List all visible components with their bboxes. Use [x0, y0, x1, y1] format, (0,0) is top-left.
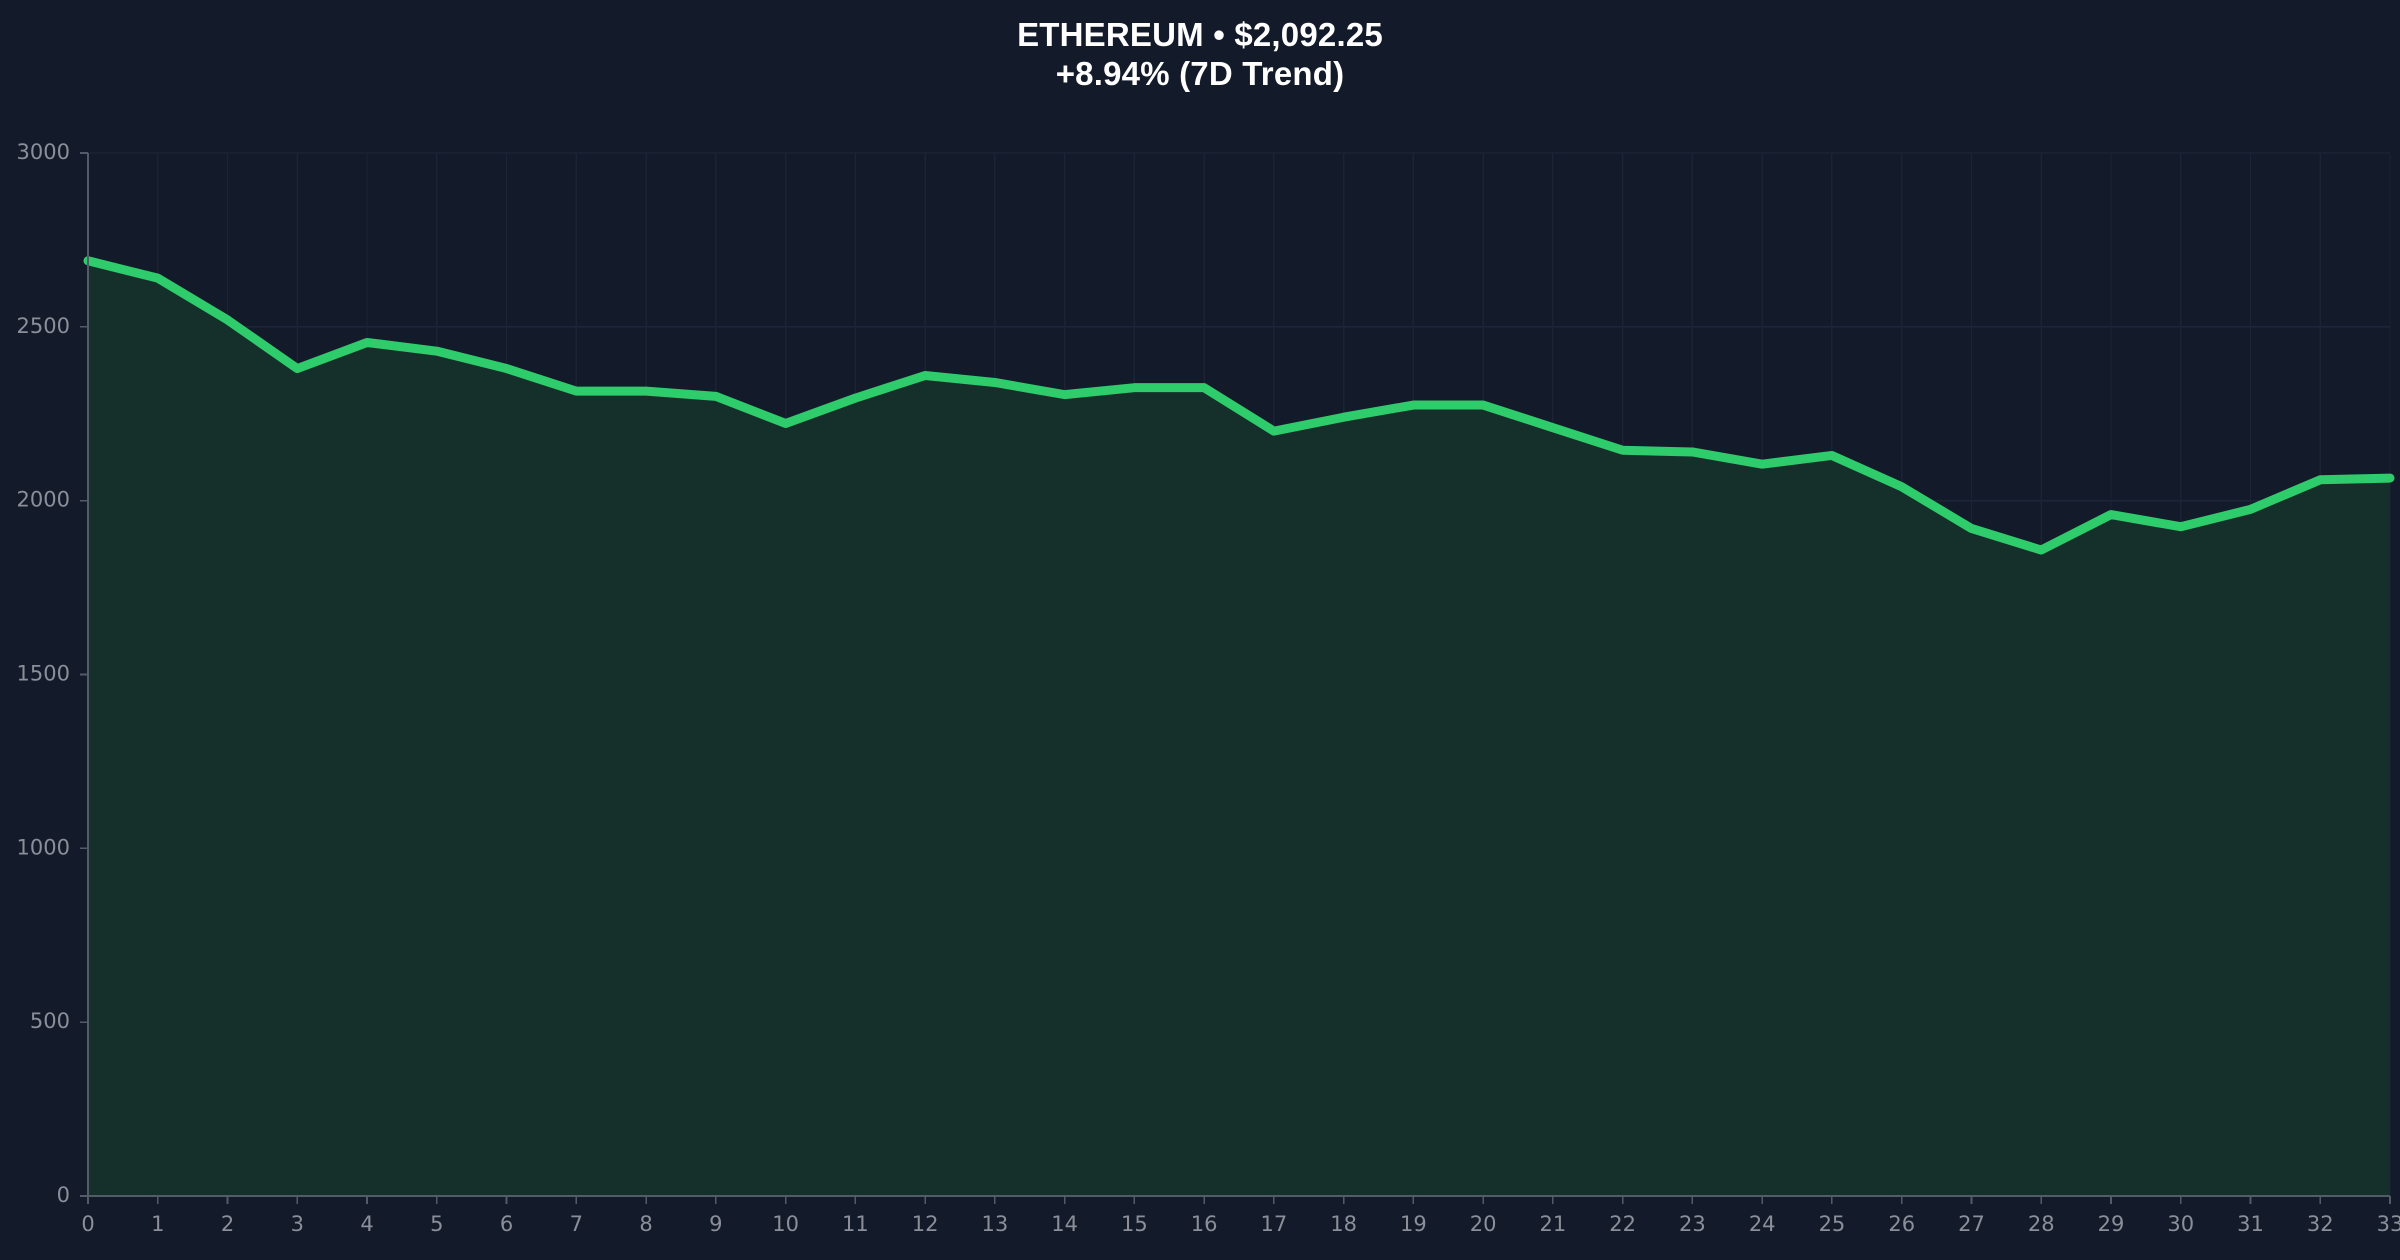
x-tick-label: 28 — [2028, 1212, 2055, 1236]
x-tick-label: 9 — [709, 1212, 722, 1236]
x-tick-label: 27 — [1958, 1212, 1985, 1236]
y-tick-label: 1000 — [17, 835, 70, 859]
x-axis-tick-labels: 0 1 2 3 4 5 6 7 8 9 10 11 12 13 14 15 16 17 18 19 20 21 22 23 24… — [81, 1196, 2400, 1236]
x-tick-label: 7 — [570, 1212, 583, 1236]
x-tick-label: 21 — [1540, 1212, 1567, 1236]
x-tick-label: 13 — [981, 1212, 1008, 1236]
x-tick-label: 23 — [1679, 1212, 1706, 1236]
x-tick-label: 8 — [639, 1212, 652, 1236]
y-tick-label: 3000 — [17, 140, 70, 164]
y-tick-label: 1500 — [17, 662, 70, 686]
x-tick-label: 18 — [1330, 1212, 1357, 1236]
price-area-fill — [88, 260, 2390, 1196]
x-tick-label: 26 — [1888, 1212, 1915, 1236]
x-tick-label: 31 — [2237, 1212, 2264, 1236]
x-tick-label: 12 — [912, 1212, 939, 1236]
x-tick-label: 5 — [430, 1212, 443, 1236]
x-tick-label: 0 — [81, 1212, 94, 1236]
x-tick-label: 10 — [772, 1212, 799, 1236]
x-tick-label: 3 — [291, 1212, 304, 1236]
x-tick-label: 4 — [360, 1212, 373, 1236]
x-tick-label: 11 — [842, 1212, 869, 1236]
x-tick-label: 2 — [221, 1212, 234, 1236]
x-tick-label: 15 — [1121, 1212, 1148, 1236]
y-tick-label: 0 — [57, 1183, 70, 1207]
y-axis-tick-labels: 0 500 1000 1500 2000 2500 3000 — [17, 140, 88, 1207]
y-tick-label: 500 — [30, 1009, 70, 1033]
x-tick-label: 22 — [1609, 1212, 1636, 1236]
x-tick-label: 19 — [1400, 1212, 1427, 1236]
x-tick-label: 20 — [1470, 1212, 1497, 1236]
x-tick-label: 14 — [1051, 1212, 1078, 1236]
x-tick-label: 32 — [2307, 1212, 2334, 1236]
x-tick-label: 30 — [2167, 1212, 2194, 1236]
x-tick-label: 17 — [1261, 1212, 1288, 1236]
y-tick-label: 2500 — [17, 314, 70, 338]
price-line — [83, 256, 2395, 555]
x-tick-label: 24 — [1749, 1212, 1776, 1236]
x-tick-label: 6 — [500, 1212, 513, 1236]
x-tick-label: 1 — [151, 1212, 164, 1236]
y-tick-label: 2000 — [17, 488, 70, 512]
x-tick-label: 33 — [2377, 1212, 2400, 1236]
x-tick-label: 25 — [1819, 1212, 1846, 1236]
x-tick-label: 16 — [1191, 1212, 1218, 1236]
x-tick-label: 29 — [2098, 1212, 2125, 1236]
